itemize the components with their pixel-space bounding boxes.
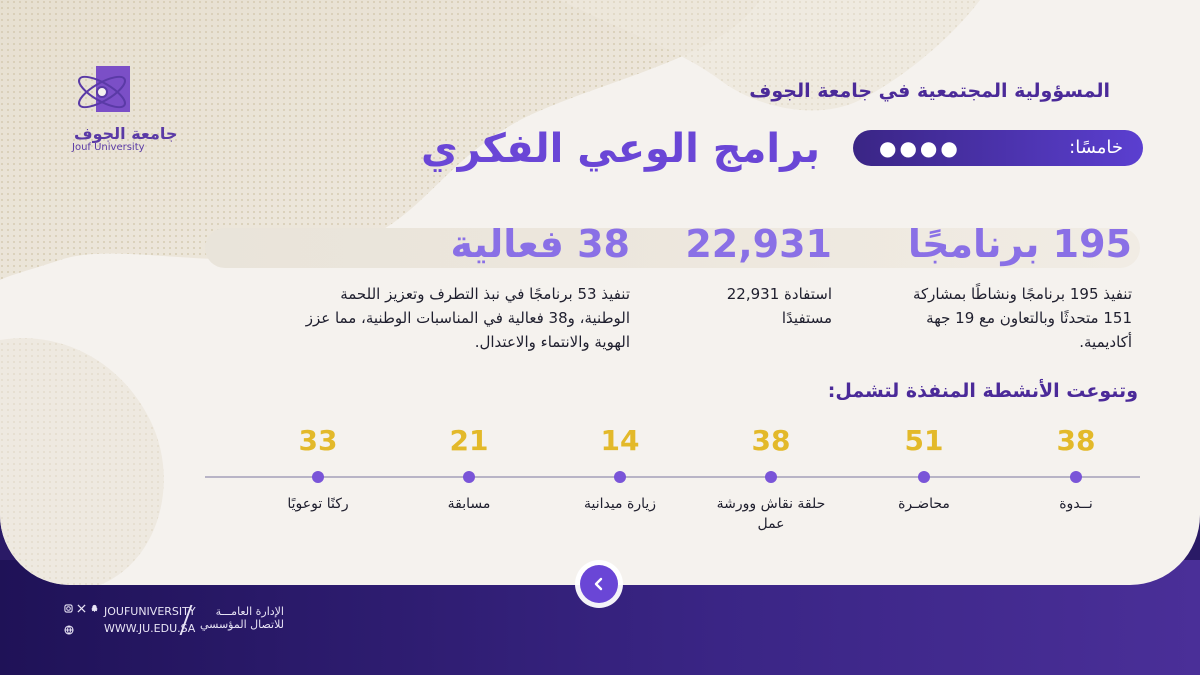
activity-count: 33 [298,424,338,457]
university-logo: جامعة الجوف Jouf University [66,62,177,153]
activity-count: 21 [449,424,489,457]
chevron-left-icon [594,577,603,591]
timeline-line [205,476,1140,478]
footer-dept-line2: للاتصال المؤسسي [199,618,284,631]
footer-handle[interactable]: JOUFUNIVERSITY [104,605,196,618]
section-pill: خامسًا: ●●●● [853,130,1143,166]
activity-label: حلقة نقاش وورشة عمل [716,496,826,533]
footer-dept-line1: الإدارة العامـــة [215,605,284,618]
timeline-dot [1070,471,1082,483]
logo-name-ar: جامعة الجوف [74,124,178,143]
footer-website[interactable]: WWW.JU.EDU.SA [104,622,196,635]
activity-count: 14 [600,424,640,457]
stat-events-desc: تنفيذ 53 برنامجًا في نبذ التطرف وتعزيز ا… [305,285,630,351]
section-label: خامسًا: [1069,137,1123,158]
header-subtitle: المسؤولية المجتمعية في جامعة الجوف [749,80,1110,102]
stat-programs-value: 195 برنامجًا [907,222,1132,266]
footer-web-icon-wrap [64,620,74,639]
snapchat-icon[interactable] [90,604,99,613]
footer-social-icons [64,604,99,613]
activity-count: 38 [751,424,791,457]
activity-label: محاضـرة [898,496,950,512]
activity-label: ركنًا توعويًا [287,496,349,512]
activities-title: وتنوعت الأنشطة المنفذة لتشمل: [827,380,1138,402]
stat-beneficiaries-value: 22,931 [685,222,832,266]
stat-beneficiaries-desc: استفادة 22,931 مستفيدًا [726,285,832,327]
activity-label: مسابقة [447,496,491,512]
next-page-button[interactable] [580,565,618,603]
main-card: جامعة الجوف Jouf University المسؤولية ال… [0,0,1200,585]
pagination-dots: ●●●● [879,136,961,160]
web-icon[interactable] [64,625,74,635]
timeline-dot [463,471,475,483]
timeline-dot [614,471,626,483]
x-icon[interactable] [77,604,86,613]
footer-department: الإدارة العامـــة للاتصال المؤسسي [196,605,284,631]
stat-programs-desc: تنفيذ 195 برنامجًا ونشاطًا بمشاركة 151 م… [912,285,1132,351]
background-texture [0,0,980,585]
activity-count: 38 [1056,424,1096,457]
page-title: برامج الوعي الفكري [421,126,820,172]
activity-label: نــدوة [1059,496,1093,512]
atom-logo-icon [78,66,130,112]
timeline-dot [312,471,324,483]
activity-count: 51 [904,424,944,457]
timeline-dot [765,471,777,483]
instagram-icon[interactable] [64,604,73,613]
logo-name-en: Jouf University [72,142,145,153]
activity-label: زيارة ميدانية [583,496,657,512]
stats-band [205,228,1140,268]
timeline-dot [918,471,930,483]
stat-events-value: 38 فعالية [450,222,630,266]
